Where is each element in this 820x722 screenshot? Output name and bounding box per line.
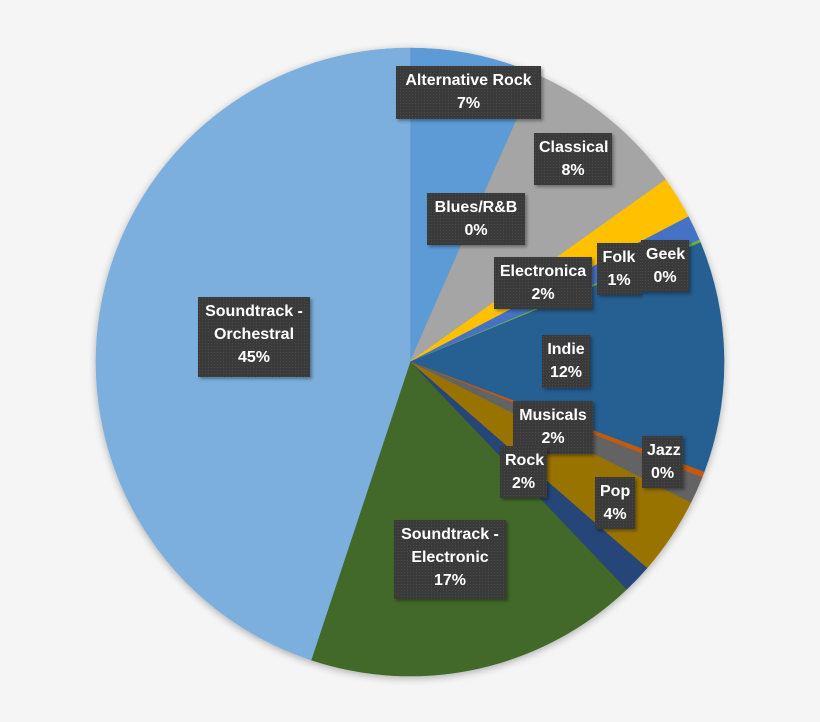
data-label-category: Pop [600, 483, 631, 500]
data-label-blues-r-b: Blues/R&B 0% [427, 193, 525, 245]
data-label-category: Electronic [411, 549, 489, 566]
data-label-percent: 2% [531, 286, 555, 303]
data-label-jazz: Jazz 0% [642, 436, 683, 488]
data-label-percent: 4% [603, 506, 627, 523]
data-label-category: Soundtrack - [401, 526, 499, 543]
data-label-percent: 1% [607, 272, 631, 289]
data-label-category: Classical [539, 139, 609, 156]
data-label-category: Blues/R&B [434, 199, 518, 216]
data-label-percent: 45% [237, 349, 271, 366]
data-label-percent: 0% [653, 269, 677, 286]
data-label-category: Musicals [519, 407, 587, 424]
data-label-percent: 2% [511, 475, 536, 492]
data-label-musicals: Musicals 2% [513, 401, 593, 454]
data-label-classical: Classical 8% [534, 133, 612, 185]
data-label-percent: 7% [456, 95, 481, 112]
data-label-electronica: Electronica 2% [494, 257, 592, 309]
data-label-percent: 8% [561, 162, 585, 179]
data-label-pop: Pop 4% [595, 477, 635, 529]
data-label-soundtrack-orchestral: Soundtrack - Orchestral 45% [198, 297, 310, 377]
data-label-percent: 0% [464, 222, 488, 239]
data-label-percent: 0% [650, 465, 675, 482]
data-label-indie: Indie 12% [542, 335, 590, 388]
data-label-category: Alternative Rock [405, 72, 532, 89]
data-label-category: Jazz [647, 442, 681, 459]
data-label-category: Orchestral [213, 326, 295, 343]
data-label-category: Rock [505, 452, 545, 469]
data-label-percent: 12% [549, 364, 583, 381]
data-label-soundtrack-electronic: Soundtrack - Electronic 17% [394, 520, 506, 599]
data-label-category: Soundtrack - [205, 303, 303, 320]
data-label-category: Geek [646, 246, 686, 263]
data-label-folk: Folk 1% [597, 243, 641, 295]
data-label-category: Folk [602, 249, 636, 266]
data-label-category: Indie [547, 341, 585, 358]
data-label-percent: 2% [541, 430, 565, 447]
pie-slice-soundtrack-electronic [310, 361, 627, 677]
data-label-category: Electronica [499, 263, 587, 280]
data-label-geek: Geek 0% [641, 240, 689, 292]
data-label-rock: Rock 2% [500, 446, 547, 498]
data-label-percent: 17% [433, 572, 467, 589]
data-label-alternative-rock: Alternative Rock 7% [396, 66, 541, 119]
